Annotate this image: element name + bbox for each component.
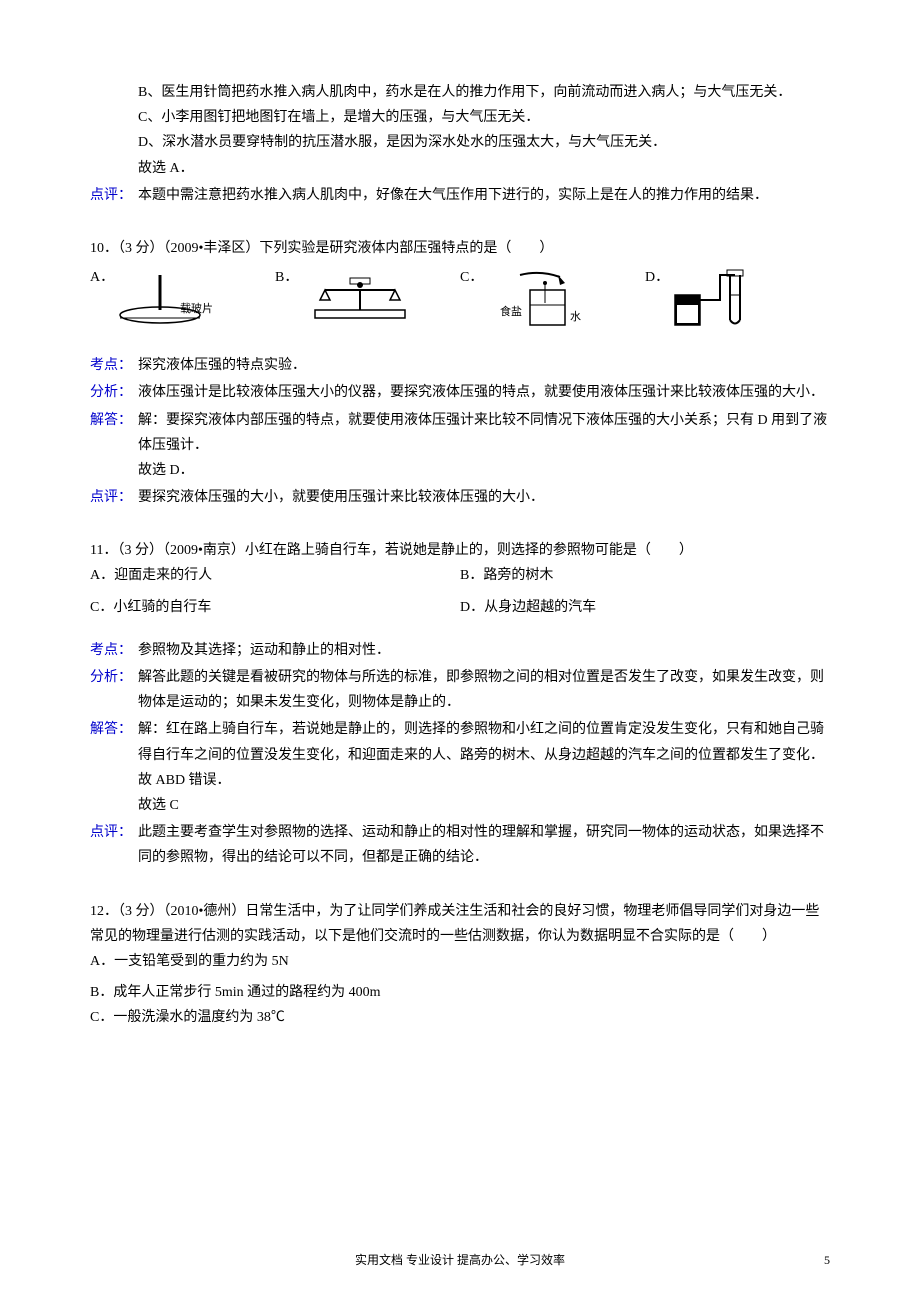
q10-opt-a: A． 载玻片 bbox=[90, 265, 275, 335]
q11-opt-a: A．迎面走来的行人 bbox=[90, 563, 460, 588]
q9-line-c: C、小李用图钉把地图钉在墙上，是增大的压强，与大气压无关． bbox=[138, 105, 830, 130]
q10-dianping-row: 点评： 要探究液体压强的大小，就要使用压强计来比较液体压强的大小． bbox=[90, 485, 830, 510]
q9-line-d: D、深水潜水员要穿特制的抗压潜水服，是因为深水处水的压强太大，与大气压无关． bbox=[138, 130, 830, 155]
q10-kaodian-row: 考点： 探究液体压强的特点实验． bbox=[90, 353, 830, 378]
q10-jieda-line2: 故选 D． bbox=[138, 458, 830, 483]
q9-review-row: 点评： 本题中需注意把药水推入病人肌肉中，好像在大气压作用下进行的，实际上是在人… bbox=[90, 183, 830, 208]
page: B、医生用针筒把药水推入病人肌肉中，药水是在人的推力作用下，向前流动而进入病人；… bbox=[0, 0, 920, 1302]
svg-text:水: 水 bbox=[570, 310, 581, 323]
q12-opt-a: A．一支铅笔受到的重力约为 5N bbox=[90, 949, 830, 974]
fenxi-label: 分析： bbox=[90, 665, 138, 690]
q11-fenxi: 解答此题的关键是看被研究的物体与所选的标准，即参照物之间的相对位置是否发生了改变… bbox=[138, 665, 830, 715]
fenxi-label: 分析： bbox=[90, 380, 138, 405]
q11-kaodian: 参照物及其选择；运动和静止的相对性． bbox=[138, 638, 830, 663]
q11-fenxi-row: 分析： 解答此题的关键是看被研究的物体与所选的标准，即参照物之间的相对位置是否发… bbox=[90, 665, 830, 715]
jieda-label: 解答： bbox=[90, 408, 138, 433]
q11-opt-c: C．小红骑的自行车 bbox=[90, 595, 460, 620]
q11-opt-d: D．从身边超越的汽车 bbox=[460, 595, 830, 620]
q10-fenxi-row: 分析： 液体压强计是比较液体压强大小的仪器，要探究液体压强的特点，就要使用液体压… bbox=[90, 380, 830, 405]
dianping-label: 点评： bbox=[90, 820, 138, 845]
q10-opt-b: B． bbox=[275, 265, 460, 335]
q10-dianping: 要探究液体压强的大小，就要使用压强计来比较液体压强的大小． bbox=[138, 485, 830, 510]
q11-options-row1: A．迎面走来的行人 B．路旁的树木 bbox=[90, 563, 830, 588]
review-label: 点评： bbox=[90, 183, 138, 208]
jieda-label: 解答： bbox=[90, 717, 138, 742]
q10-jieda-row: 解答： 解：要探究液体内部压强的特点，就要使用液体压强计来比较不同情况下液体压强… bbox=[90, 408, 830, 484]
q11-options-row2: C．小红骑的自行车 D．从身边超越的汽车 bbox=[90, 595, 830, 620]
q10-jieda: 解：要探究液体内部压强的特点，就要使用液体压强计来比较不同情况下液体压强的大小关… bbox=[138, 408, 830, 484]
opt-d-letter: D． bbox=[645, 265, 665, 290]
q10-options: A． 载玻片 B． bbox=[90, 265, 830, 335]
q10-jieda-line1: 解：要探究液体内部压强的特点，就要使用液体压强计来比较不同情况下液体压强的大小关… bbox=[138, 408, 830, 458]
q10-opt-c: C． 食盐 水 bbox=[460, 265, 645, 335]
kaodian-label: 考点： bbox=[90, 638, 138, 663]
slide-glass-icon: 载玻片 bbox=[110, 265, 240, 335]
footer-text: 实用文档 专业设计 提高办公、学习效率 bbox=[0, 1250, 920, 1272]
q9-line-conclusion: 故选 A． bbox=[138, 156, 830, 181]
q11-jieda-line2: 故选 C bbox=[138, 793, 830, 818]
dianping-label: 点评： bbox=[90, 485, 138, 510]
q11-jieda-line1: 解：红在路上骑自行车，若说她是静止的，则选择的参照物和小红之间的位置肯定没发生变… bbox=[138, 717, 830, 793]
opt-b-letter: B． bbox=[275, 265, 295, 290]
q9-answer-tail: B、医生用针筒把药水推入病人肌肉中，药水是在人的推力作用下，向前流动而进入病人；… bbox=[90, 80, 830, 181]
pressure-gauge-icon bbox=[665, 265, 775, 335]
q11-kaodian-row: 考点： 参照物及其选择；运动和静止的相对性． bbox=[90, 638, 830, 663]
q11-jieda: 解：红在路上骑自行车，若说她是静止的，则选择的参照物和小红之间的位置肯定没发生变… bbox=[138, 717, 830, 818]
svg-text:食盐: 食盐 bbox=[500, 304, 522, 318]
q9-line-b: B、医生用针筒把药水推入病人肌肉中，药水是在人的推力作用下，向前流动而进入病人；… bbox=[138, 80, 830, 105]
q9-review-text: 本题中需注意把药水推入病人肌肉中，好像在大气压作用下进行的，实际上是在人的推力作… bbox=[138, 183, 830, 208]
opt-a-letter: A． bbox=[90, 265, 110, 290]
q11-stem: 11．（3 分）（2009•南京）小红在路上骑自行车，若说她是静止的，则选择的参… bbox=[90, 538, 830, 563]
q11-jieda-row: 解答： 解：红在路上骑自行车，若说她是静止的，则选择的参照物和小红之间的位置肯定… bbox=[90, 717, 830, 818]
q12-stem: 12．（3 分）（2010•德州）日常生活中，为了让同学们养成关注生活和社会的良… bbox=[90, 899, 830, 949]
q10-opt-d: D． bbox=[645, 265, 830, 335]
balance-scale-icon bbox=[295, 265, 425, 335]
q12-opt-c: C．一般洗澡水的温度约为 38℃ bbox=[90, 1005, 830, 1030]
q11-dianping: 此题主要考查学生对参照物的选择、运动和静止的相对性的理解和掌握，研究同一物体的运… bbox=[138, 820, 830, 870]
q11-dianping-row: 点评： 此题主要考查学生对参照物的选择、运动和静止的相对性的理解和掌握，研究同一… bbox=[90, 820, 830, 870]
q10-stem: 10．（3 分）（2009•丰泽区）下列实验是研究液体内部压强特点的是（ ） bbox=[90, 236, 830, 261]
svg-text:载玻片: 载玻片 bbox=[180, 302, 213, 315]
page-number: 5 bbox=[824, 1250, 830, 1272]
salt-water-beaker-icon: 食盐 水 bbox=[480, 265, 610, 335]
kaodian-label: 考点： bbox=[90, 353, 138, 378]
q10-fenxi: 液体压强计是比较液体压强大小的仪器，要探究液体压强的特点，就要使用液体压强计来比… bbox=[138, 380, 830, 405]
q11-opt-b: B．路旁的树木 bbox=[460, 563, 830, 588]
q10-kaodian: 探究液体压强的特点实验． bbox=[138, 353, 830, 378]
opt-c-letter: C． bbox=[460, 265, 480, 290]
q12-opt-b: B．成年人正常步行 5min 通过的路程约为 400m bbox=[90, 980, 830, 1005]
